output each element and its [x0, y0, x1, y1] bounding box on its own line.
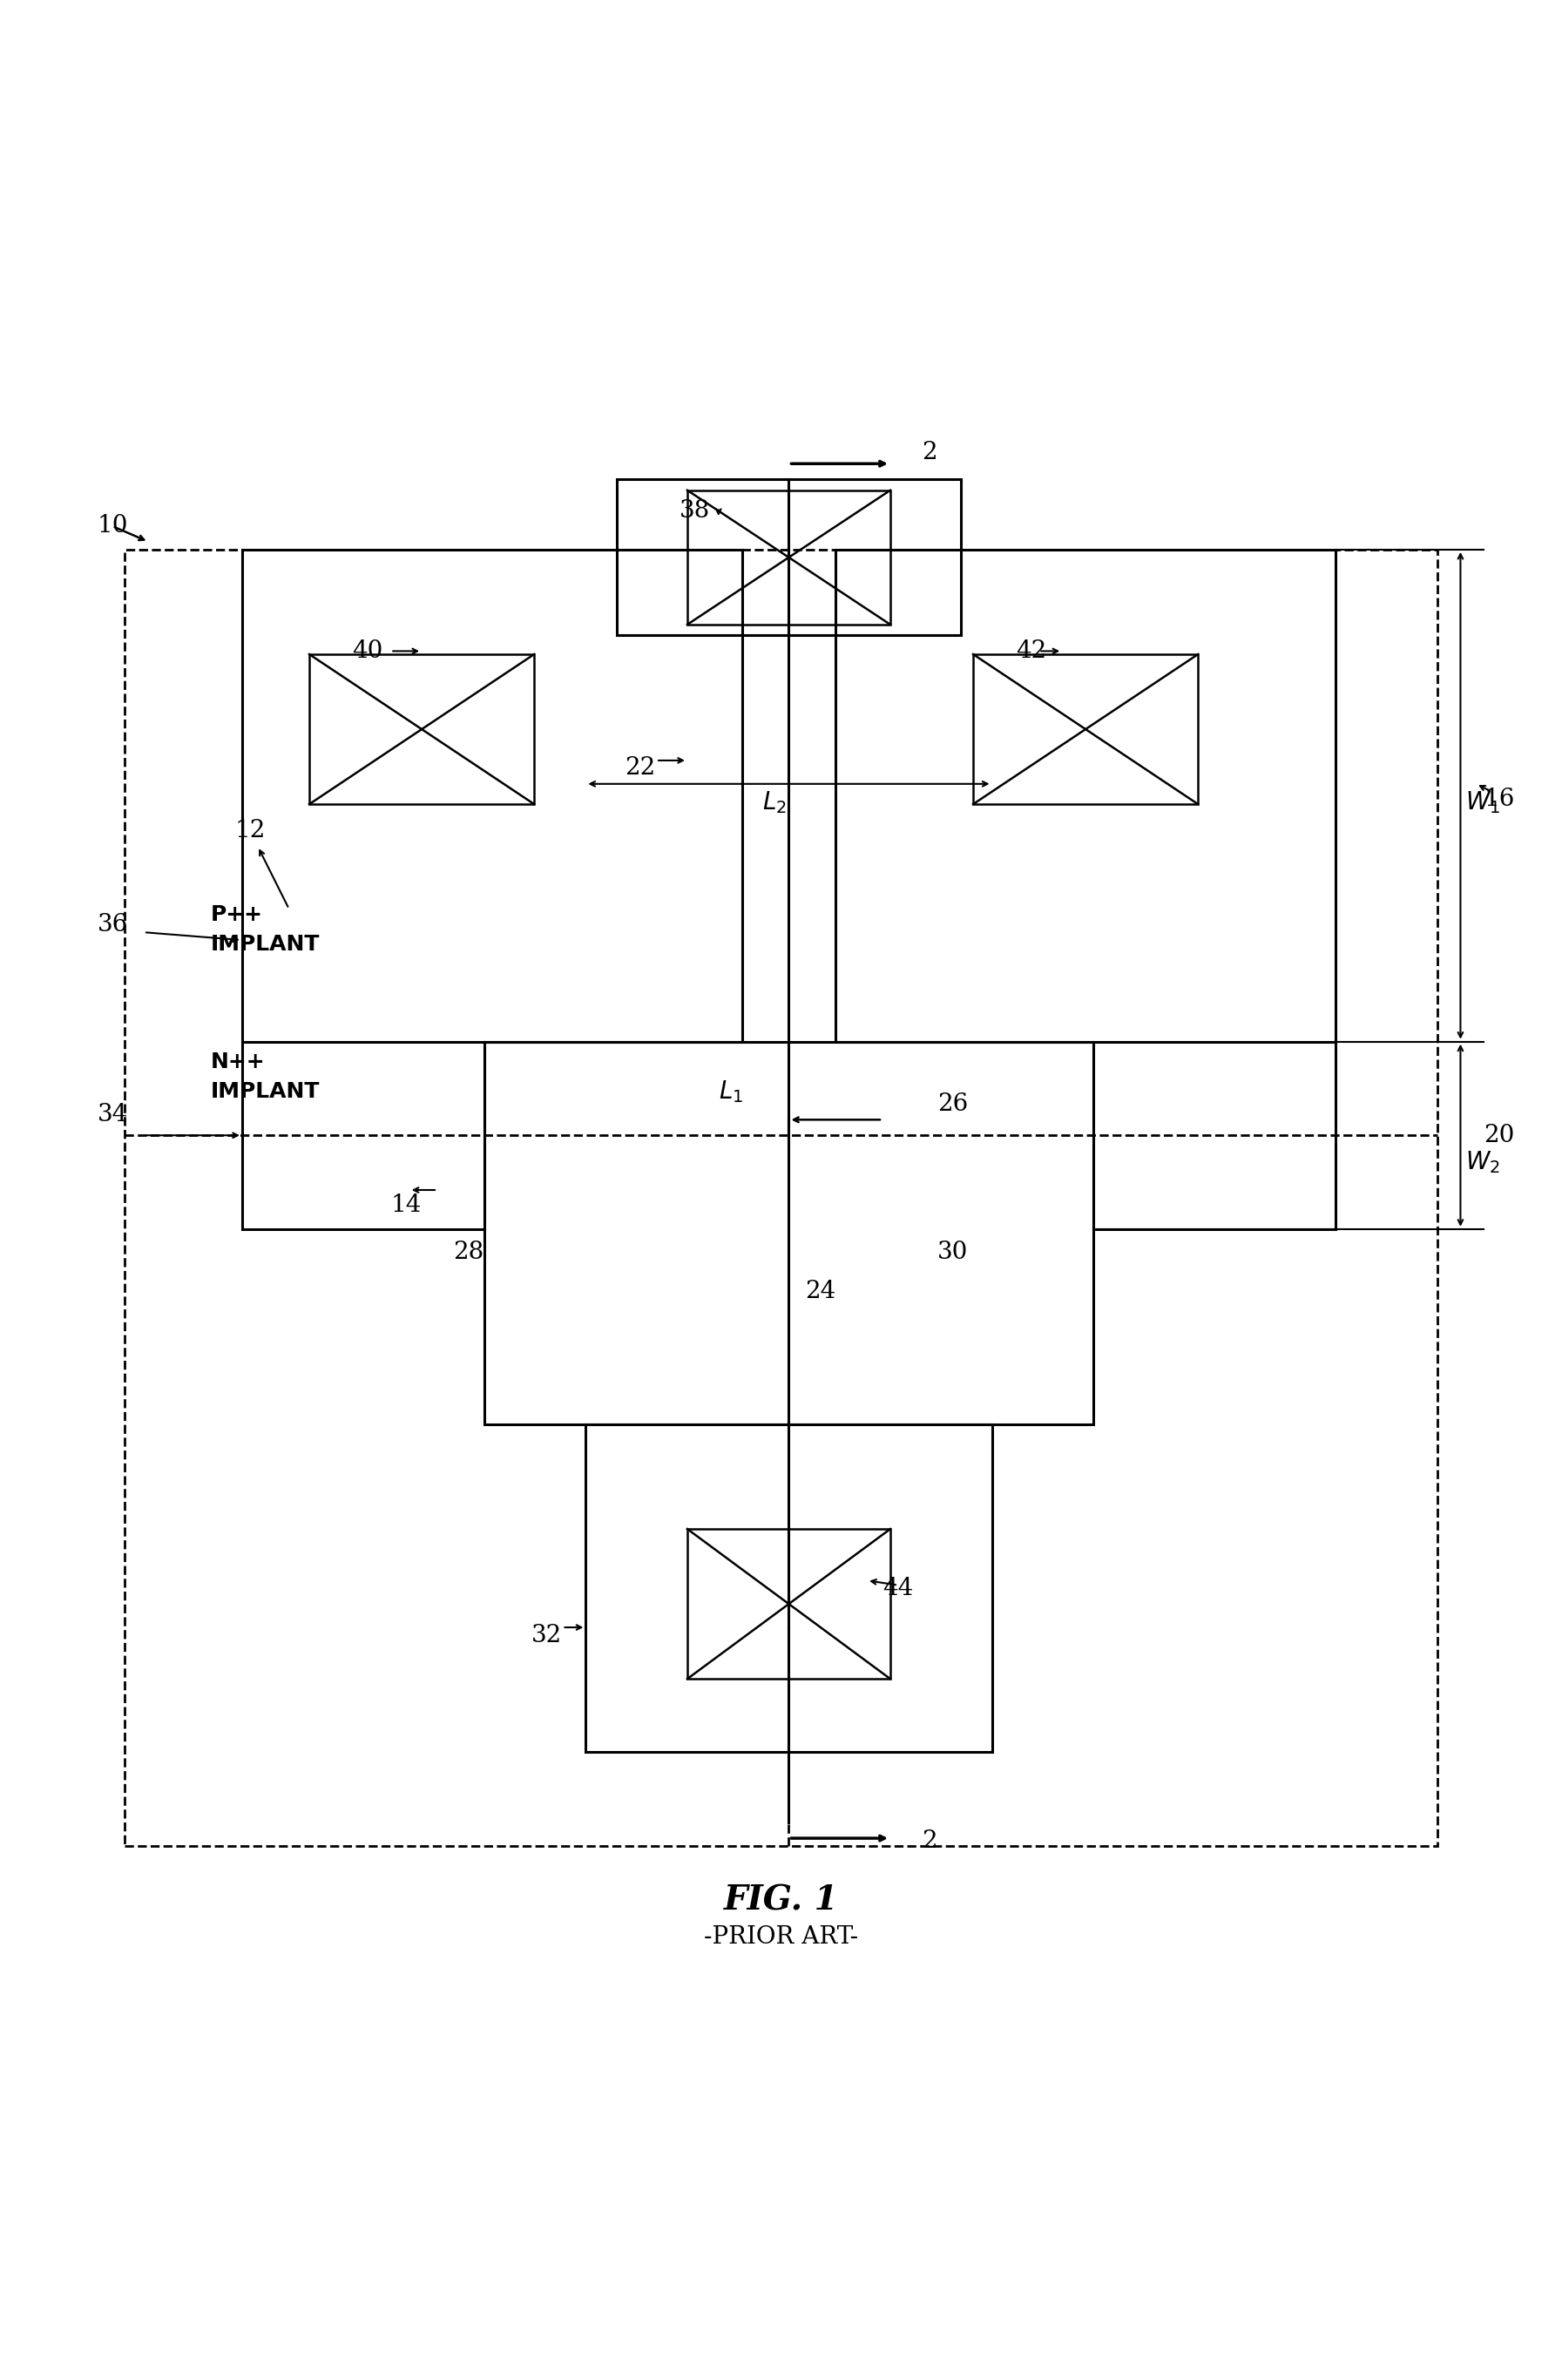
Text: FIG. 1: FIG. 1	[723, 1885, 839, 1918]
Text: IMPLANT: IMPLANT	[211, 1081, 320, 1102]
Bar	[586, 1423, 992, 1752]
Text: 20: 20	[1484, 1123, 1515, 1147]
Text: 34: 34	[97, 1104, 128, 1126]
Text: 10: 10	[97, 514, 128, 538]
Text: IMPLANT: IMPLANT	[211, 935, 320, 954]
Text: 2: 2	[922, 1830, 937, 1854]
Bar	[973, 654, 1198, 804]
Bar	[242, 550, 742, 1042]
Bar	[687, 1528, 890, 1678]
Bar	[836, 550, 1336, 1042]
Text: $W_2$: $W_2$	[1465, 1150, 1500, 1176]
Text: 22: 22	[625, 757, 656, 781]
Bar	[484, 1042, 1093, 1423]
Text: 32: 32	[531, 1623, 562, 1647]
Text: -PRIOR ART-: -PRIOR ART-	[704, 1925, 858, 1949]
Bar	[617, 478, 961, 635]
Text: $L_1$: $L_1$	[719, 1078, 744, 1104]
Text: $L_2$: $L_2$	[762, 790, 787, 816]
Text: 42: 42	[1015, 640, 1047, 664]
Text: 24: 24	[804, 1280, 836, 1304]
Text: 16: 16	[1484, 788, 1515, 812]
Bar	[309, 654, 534, 804]
Text: P++: P++	[211, 904, 262, 926]
Text: N++: N++	[211, 1052, 266, 1073]
Text: 40: 40	[351, 640, 383, 664]
Text: 14: 14	[390, 1195, 422, 1219]
Text: 28: 28	[453, 1240, 484, 1264]
Text: $W_1$: $W_1$	[1465, 790, 1500, 816]
Text: 12: 12	[234, 819, 266, 843]
Text: 38: 38	[679, 500, 711, 521]
Text: 26: 26	[937, 1092, 968, 1116]
Text: 44: 44	[883, 1576, 914, 1599]
Text: 2: 2	[922, 440, 937, 464]
Text: 36: 36	[97, 912, 128, 935]
Text: 30: 30	[937, 1240, 968, 1264]
Bar	[687, 490, 890, 624]
